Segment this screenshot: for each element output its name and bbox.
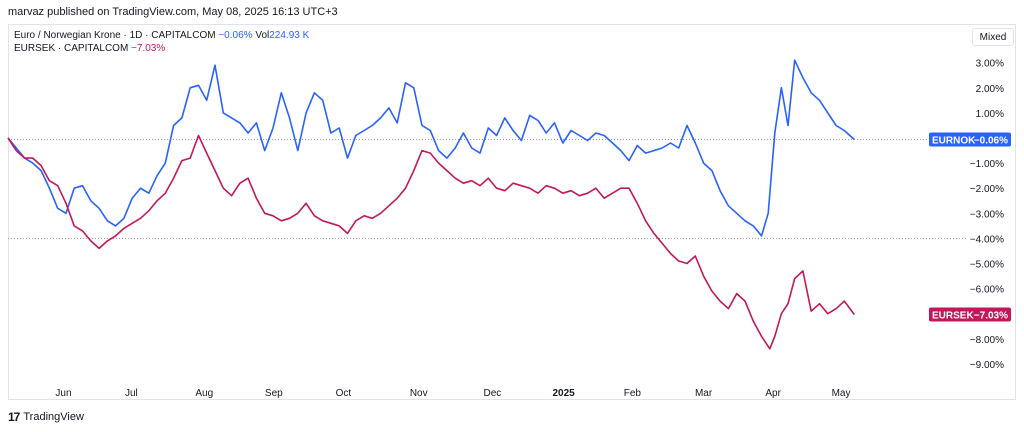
last-value-tag-eurnok [929, 132, 1011, 147]
y-tick-label: −9.00% [970, 360, 1004, 371]
x-tick-label: 2025 [553, 388, 576, 399]
mixed-scale-button[interactable]: Mixed [972, 28, 1014, 46]
legend-vol-value: 224.93 K [269, 30, 310, 41]
y-tick-label: 3.00% [976, 59, 1004, 70]
footer-brand[interactable]: 17 TradingView [8, 410, 84, 424]
last-value-tag-eursek [929, 307, 1011, 322]
x-tick-label: Oct [336, 388, 352, 399]
y-tick-label: −2.00% [970, 184, 1004, 195]
legend-eurnok[interactable]: Euro / Norwegian Krone · 1D · CAPITALCOM… [14, 30, 309, 41]
footer-brand-label: TradingView [23, 411, 84, 423]
published-info: marvaz published on TradingView.com, May… [8, 6, 338, 18]
legend-eurnok-change: −0.06% [218, 30, 253, 41]
legend-eursek-change: −7.03% [131, 43, 166, 54]
x-tick-label: Feb [624, 388, 642, 399]
legend-eursek-name: EURSEK · CAPITALCOM [14, 43, 129, 54]
x-tick-label: May [832, 388, 851, 399]
last-value-name-eursek: EURSEK [932, 310, 974, 321]
x-tick-label: Jul [125, 388, 138, 399]
legend-eursek[interactable]: EURSEK · CAPITALCOM −7.03% [14, 43, 165, 54]
series-line-eurnok [7, 59, 855, 237]
y-tick-label: −6.00% [970, 285, 1004, 296]
legend-eurnok-name: Euro / Norwegian Krone · 1D · CAPITALCOM [14, 30, 216, 41]
last-value-pct-eursek: −7.03% [974, 310, 1008, 321]
x-tick-label: Nov [410, 388, 428, 399]
x-tick-label: Sep [265, 388, 283, 399]
x-tick-label: Dec [484, 388, 502, 399]
tradingview-logo-icon: 17 [8, 410, 20, 424]
x-tick-label: Jun [55, 388, 71, 399]
y-tick-label: 2.00% [976, 84, 1004, 95]
last-value-pct-eurnok: −0.06% [974, 136, 1008, 147]
y-tick-label: −5.00% [970, 260, 1004, 271]
y-tick-label: −3.00% [970, 209, 1004, 220]
y-tick-label: 1.00% [976, 109, 1004, 120]
x-tick-label: Mar [695, 388, 713, 399]
y-tick-label: −4.00% [970, 234, 1004, 245]
series-line-eursek [7, 134, 855, 350]
last-value-name-eurnok: EURNOK [932, 136, 976, 147]
x-tick-label: Aug [195, 388, 213, 399]
y-tick-label: −1.00% [970, 159, 1004, 170]
chart-frame [8, 24, 1016, 400]
x-tick-label: Apr [765, 388, 781, 399]
legend-vol-label: Vol [255, 30, 270, 41]
y-tick-label: −8.00% [970, 335, 1004, 346]
